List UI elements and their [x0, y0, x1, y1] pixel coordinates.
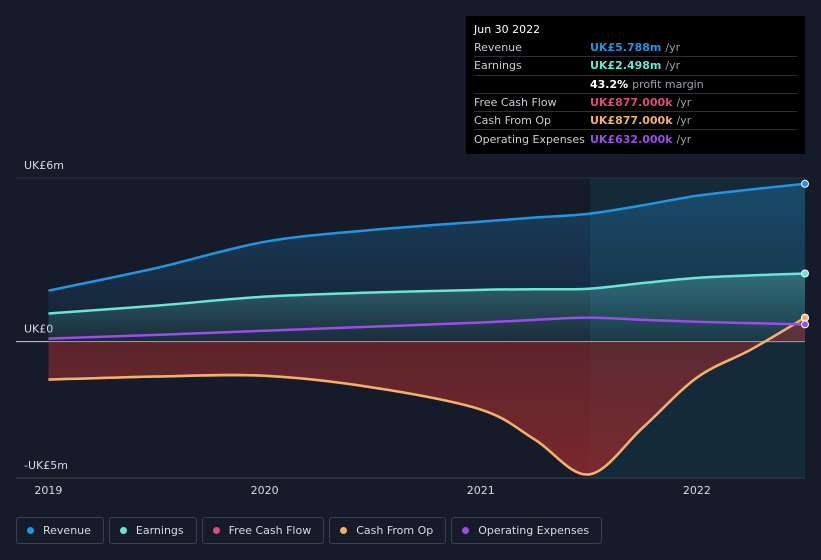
tooltip-row: 43.2% profit margin: [474, 74, 797, 93]
tooltip-value: UK£632.000k: [590, 132, 673, 146]
x-tick-label: 2020: [251, 484, 279, 497]
legend-swatch: [340, 527, 348, 534]
legend-label: Earnings: [135, 524, 184, 537]
legend-label: Operating Expenses: [478, 524, 590, 537]
tooltip-row: Earnings UK£2.498m/yr: [474, 56, 797, 74]
tooltip-unit: /yr: [676, 96, 692, 110]
end-dot: [801, 179, 809, 188]
tooltip-margin-text: profit margin: [632, 77, 704, 91]
tooltip-unit: /yr: [676, 132, 692, 146]
tooltip-margin: 43.2%: [590, 77, 629, 91]
tooltip-label: Free Cash Flow: [474, 96, 557, 110]
chart: UK£6m UK£0 -UK£5m 2019 2020 2021 2022: [16, 159, 809, 497]
tooltip-label: Earnings: [474, 59, 522, 73]
legend: Revenue Earnings Free Cash Flow Cash From O…: [16, 517, 603, 544]
tooltip-value: UK£877.000k: [590, 96, 673, 110]
legend-swatch: [462, 527, 470, 534]
tooltip-label: Operating Expenses: [474, 132, 585, 146]
y-tick-label: -UK£5m: [24, 459, 68, 472]
tooltip-value: UK£5.788m: [590, 41, 662, 55]
tooltip-unit: /yr: [676, 114, 692, 128]
y-tick-label: UK£6m: [24, 159, 64, 172]
series-line: [48, 316, 806, 340]
legend-label: Free Cash Flow: [228, 524, 312, 537]
legend-item[interactable]: Operating Expenses: [451, 517, 603, 544]
tooltip-label: Cash From Op: [474, 114, 552, 128]
series-line: [48, 316, 806, 476]
tooltip-unit: /yr: [665, 59, 681, 73]
x-tick-label: 2021: [467, 484, 495, 497]
tooltip-date: Jun 30 2022: [474, 23, 541, 36]
legend-swatch: [27, 527, 34, 534]
tooltip-value: UK£2.498m: [590, 59, 662, 73]
end-dot: [801, 313, 809, 322]
tooltip: Jun 30 2022 Revenue UK£5.788m/yr Earnings U…: [466, 16, 805, 154]
tooltip-row: Revenue UK£5.788m/yr: [474, 39, 797, 56]
x-tick-label: 2019: [34, 484, 62, 497]
legend-label: Revenue: [43, 524, 91, 537]
series-line: [48, 182, 806, 292]
end-dot: [801, 320, 809, 329]
legend-swatch: [212, 527, 220, 534]
legend-label: Cash From Op: [356, 524, 434, 537]
end-dot: [801, 269, 809, 278]
legend-item[interactable]: Earnings: [108, 517, 197, 544]
x-tick-label: 2022: [683, 484, 711, 497]
tooltip-label: Revenue: [474, 41, 522, 55]
tooltip-row: Operating Expenses UK£632.000k/yr: [474, 129, 797, 147]
tooltip-value: UK£877.000k: [590, 114, 673, 128]
tooltip-row: Cash From Op UK£877.000k/yr: [474, 111, 797, 129]
tooltip-row: Free Cash Flow UK£877.000k/yr: [474, 92, 797, 111]
legend-item[interactable]: Revenue: [16, 517, 104, 544]
legend-item[interactable]: Free Cash Flow: [201, 517, 325, 544]
area-fill: [48, 273, 805, 342]
tooltip-unit: /yr: [665, 41, 681, 55]
y-tick-label: UK£0: [24, 323, 53, 336]
series-line: [48, 272, 806, 315]
legend-item[interactable]: Cash From Op: [329, 517, 447, 544]
legend-swatch: [119, 527, 127, 534]
